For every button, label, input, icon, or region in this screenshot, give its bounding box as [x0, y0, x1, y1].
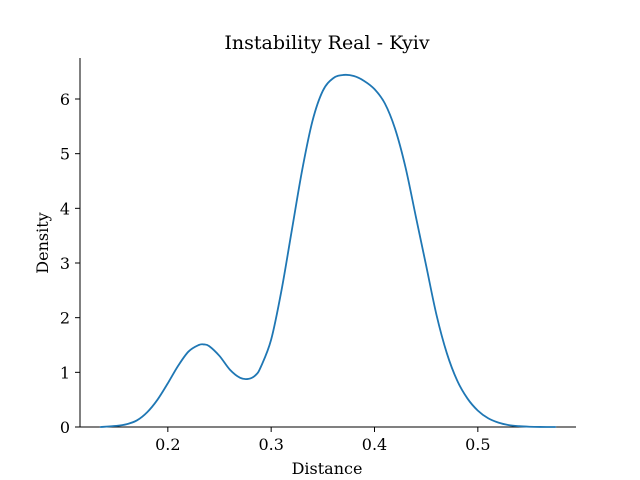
- x-ticks: 0.2 0.3 0.4 0.5: [155, 427, 491, 454]
- x-axis-label: Distance: [292, 459, 363, 478]
- density-curve: [99, 73, 557, 428]
- x-tick-label: 0.5: [465, 435, 490, 454]
- x-tick-label: 0.2: [155, 435, 180, 454]
- y-tick-label: 1: [60, 363, 70, 382]
- y-tick-label: 2: [60, 309, 70, 328]
- x-tick-label: 0.4: [362, 435, 387, 454]
- y-ticks: 0 1 2 3 4 5 6: [60, 90, 80, 437]
- y-tick-label: 3: [60, 254, 70, 273]
- y-tick-label: 5: [60, 145, 70, 164]
- y-tick-label: 4: [60, 199, 70, 218]
- y-axis-label: Density: [33, 212, 52, 273]
- y-tick-label: 0: [60, 418, 70, 437]
- chart-title: Instability Real - Kyiv: [224, 32, 429, 54]
- x-tick-label: 0.3: [258, 435, 283, 454]
- y-tick-label: 6: [60, 90, 70, 109]
